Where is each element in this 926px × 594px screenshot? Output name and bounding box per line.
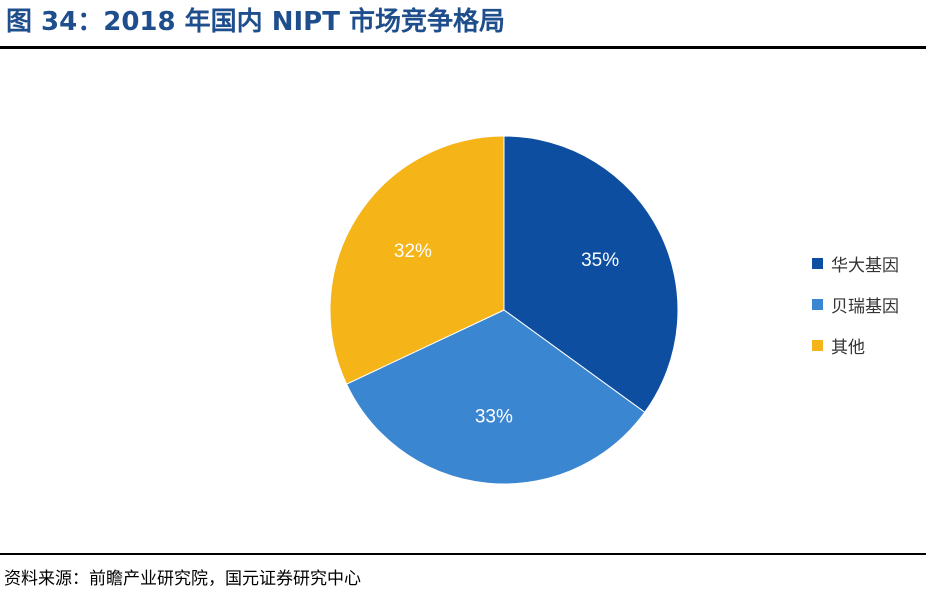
- legend-swatch-berry: [812, 298, 823, 310]
- pie-label-other: 32%: [394, 241, 432, 262]
- pie-slice-huada: [503, 135, 679, 413]
- legend-label-huada: 华大基因: [831, 255, 899, 276]
- top-rule: [0, 46, 926, 49]
- legend: 华大基因 贝瑞基因 其他: [812, 252, 922, 375]
- legend-item-other: 其他: [812, 334, 922, 358]
- legend-swatch-huada: [812, 257, 823, 269]
- legend-item-huada: 华大基因: [812, 252, 922, 276]
- legend-label-other: 其他: [831, 337, 865, 358]
- bottom-rule: [0, 553, 926, 555]
- source-note: 资料来源：前瞻产业研究院，国元证券研究中心: [4, 569, 361, 589]
- pie-slice-berry: [345, 309, 646, 485]
- legend-label-berry: 贝瑞基因: [831, 296, 899, 317]
- pie-label-huada: 35%: [581, 250, 619, 271]
- legend-item-berry: 贝瑞基因: [812, 293, 922, 317]
- legend-swatch-other: [812, 339, 823, 351]
- pie-slice-other: [329, 135, 505, 385]
- pie-label-berry: 33%: [475, 406, 513, 427]
- figure-title: 图 34：2018 年国内 NIPT 市场竞争格局: [6, 7, 505, 37]
